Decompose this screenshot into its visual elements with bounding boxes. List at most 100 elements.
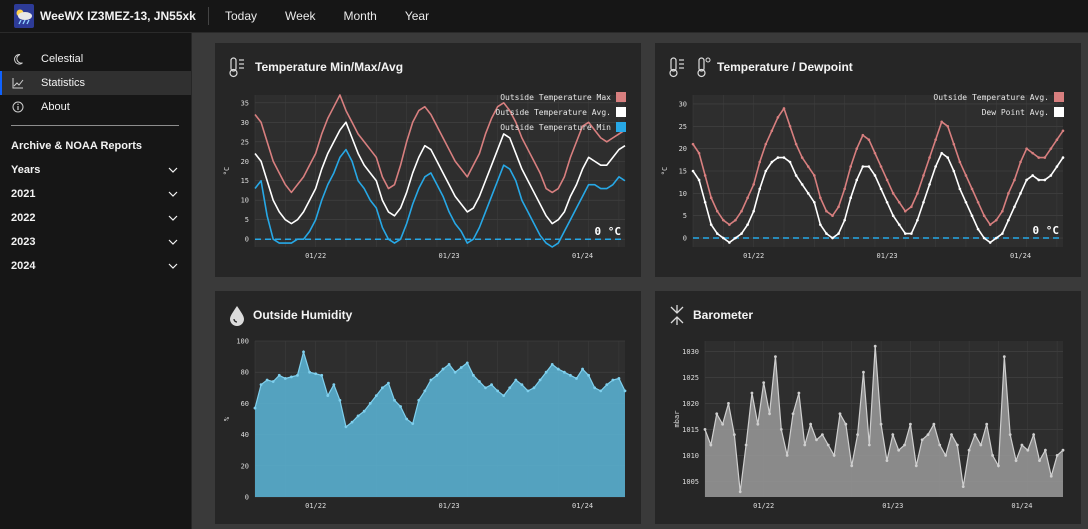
nav-today[interactable]: Today <box>225 9 258 23</box>
data-point <box>946 124 950 128</box>
y-tick-label: 0 <box>683 235 687 243</box>
data-point <box>958 160 962 164</box>
card-title: Outside Humidity <box>227 303 352 327</box>
x-tick-label: 01/23 <box>882 502 903 510</box>
data-point <box>932 422 936 426</box>
data-point <box>994 236 998 240</box>
sidebar-group-years[interactable]: Years <box>0 158 191 182</box>
card-title-text: Outside Humidity <box>253 308 353 322</box>
data-point <box>368 402 372 405</box>
data-point <box>831 236 834 240</box>
data-point <box>471 373 475 377</box>
barometer-icon <box>667 304 687 326</box>
data-point <box>544 370 548 374</box>
chevron-down-icon <box>168 164 178 176</box>
data-point <box>715 232 719 235</box>
data-point <box>891 192 895 195</box>
data-point <box>873 174 877 177</box>
data-point <box>1049 174 1053 177</box>
sidebar-group-2023[interactable]: 2023 <box>0 230 191 254</box>
humidity-card: Outside Humidity 0 20 40 60 80 100 01/22 01/23 0… <box>215 291 641 524</box>
data-point <box>715 209 719 213</box>
data-point <box>794 142 798 146</box>
legend-label: Dew Point Avg. <box>982 108 1049 117</box>
group-label: 2023 <box>11 236 36 248</box>
data-point <box>1013 205 1016 209</box>
data-point <box>897 448 901 452</box>
data-point <box>1007 218 1010 222</box>
sidebar-item-about[interactable]: About <box>0 95 191 119</box>
group-label: 2024 <box>11 260 36 272</box>
sidebar-group-2021[interactable]: 2021 <box>0 182 191 206</box>
data-point <box>958 187 962 191</box>
data-point <box>308 370 311 374</box>
data-point <box>985 422 989 426</box>
legend-swatch <box>1054 107 1064 117</box>
nav-year[interactable]: Year <box>404 9 430 23</box>
nav-week[interactable]: Week <box>285 9 316 23</box>
data-point <box>732 433 736 436</box>
data-point <box>722 236 725 240</box>
data-point <box>1032 433 1036 436</box>
barometer-card: Barometer 1005 1010 1015 1020 1025 1030 01/22 0… <box>655 291 1081 524</box>
data-point <box>916 218 919 222</box>
chevron-down-icon <box>168 188 178 200</box>
data-point <box>1049 147 1053 150</box>
data-point <box>988 241 992 244</box>
data-point <box>873 344 877 348</box>
y-tick-label: 25 <box>241 138 249 146</box>
data-point <box>758 187 762 191</box>
sidebar-group-2022[interactable]: 2022 <box>0 206 191 230</box>
y-axis-label: mbar <box>673 411 681 428</box>
data-point <box>832 454 836 457</box>
x-tick-label: 01/23 <box>877 252 898 260</box>
data-point <box>938 443 942 447</box>
data-point <box>920 438 924 442</box>
thermometer-icon <box>667 56 689 78</box>
sidebar-item-celestial[interactable]: Celestial <box>0 47 191 71</box>
data-point <box>774 355 777 358</box>
data-point <box>611 378 615 382</box>
y-tick-label: 60 <box>241 400 249 408</box>
data-point <box>593 386 597 390</box>
nav-month[interactable]: Month <box>343 9 377 23</box>
data-point <box>496 389 500 393</box>
temperature-card: Temperature Min/Max/Avg 0 5 10 15 20 25 30 35 01… <box>215 43 641 277</box>
legend-label: Outside Temperature Max <box>500 93 611 102</box>
data-point <box>843 218 846 222</box>
data-point <box>447 363 451 366</box>
sidebar-group-2024[interactable]: 2024 <box>0 254 191 278</box>
data-point <box>855 178 859 182</box>
data-point <box>964 174 968 177</box>
data-point <box>1026 448 1030 452</box>
data-point <box>740 209 743 213</box>
x-tick-label: 01/24 <box>1010 252 1031 260</box>
sidebar-item-statistics[interactable]: Statistics <box>0 71 191 95</box>
plot-area <box>255 95 625 247</box>
data-point <box>979 443 983 447</box>
data-point <box>997 464 1000 468</box>
data-point <box>794 174 798 177</box>
zero-annotation: 0 °C <box>595 225 622 238</box>
data-point <box>302 350 305 354</box>
data-point <box>617 377 621 380</box>
divider <box>208 7 209 25</box>
data-point <box>806 165 810 168</box>
brand[interactable]: WeeWX IZ3MEZ-13, JN55xk <box>0 0 196 32</box>
data-point <box>423 389 427 393</box>
data-point <box>697 151 701 155</box>
data-point <box>831 214 834 218</box>
data-point <box>429 378 433 382</box>
data-point <box>1038 459 1041 462</box>
y-tick-label: 15 <box>679 168 687 176</box>
data-point <box>885 200 889 204</box>
data-point <box>562 370 566 374</box>
weather-logo-icon <box>14 4 34 28</box>
data-point <box>532 386 536 390</box>
data-point <box>344 425 348 429</box>
group-label: Years <box>11 164 41 176</box>
data-point <box>1001 209 1004 213</box>
archive-heading: Archive & NOAA Reports <box>11 140 143 152</box>
data-point <box>961 485 965 488</box>
data-point <box>465 361 469 365</box>
